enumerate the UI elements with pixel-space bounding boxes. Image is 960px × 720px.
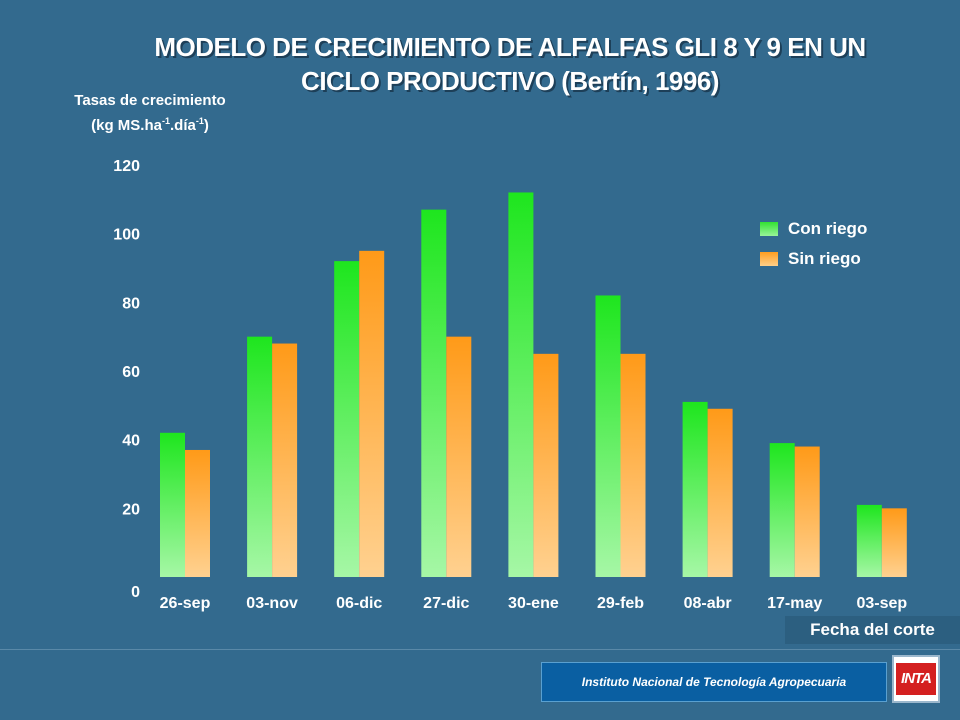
y-axis-label-line1: Tasas de crecimiento	[74, 92, 226, 109]
bars-group	[160, 192, 907, 578]
legend-swatch-con-riego	[760, 222, 778, 236]
legend-item-sin-riego: Sin riego	[760, 244, 867, 274]
bar-sin-riego-29-feb	[620, 353, 646, 577]
bar-con-riego-06-dic	[334, 261, 360, 577]
legend-swatch-sin-riego	[760, 252, 778, 266]
bar-sin-riego-06-dic	[359, 250, 385, 578]
bar-con-riego-03-sep	[856, 504, 882, 577]
bar-sin-riego-26-sep	[185, 449, 210, 577]
y-axis-label: Tasas de crecimiento (kg MS.ha-1.día-1)	[50, 90, 250, 136]
x-tick-label-26-sep: 26-sep	[160, 595, 211, 612]
bar-con-riego-26-sep	[160, 432, 185, 577]
y-tick-label-100: 100	[113, 227, 140, 244]
chart-title-line2: CICLO PRODUCTIVO (Bertín, 1996)	[301, 66, 719, 96]
x-tick-label-08-abr: 08-abr	[684, 595, 732, 612]
x-tick-label-30-ene: 30-ene	[508, 595, 559, 612]
bar-con-riego-08-abr	[682, 401, 708, 577]
bar-sin-riego-17-may	[794, 446, 820, 577]
legend-label-con-riego: Con riego	[788, 219, 868, 238]
bar-sin-riego-08-abr	[707, 408, 733, 577]
bar-sin-riego-03-sep	[881, 508, 907, 577]
y-tick-label-20: 20	[122, 501, 140, 518]
x-axis-ticks: 26-sep 03-nov 06-dic 27-dic 30-ene 29-feb 08-a…	[160, 595, 908, 612]
legend-label-sin-riego: Sin riego	[788, 249, 861, 268]
y-axis-unit-b: .día	[170, 117, 196, 134]
y-axis-label-line2: (kg MS.ha-1.día-1)	[50, 111, 250, 136]
bar-con-riego-27-dic	[421, 209, 447, 577]
bar-con-riego-30-ene	[508, 192, 534, 577]
y-tick-label-40: 40	[122, 433, 140, 450]
y-tick-label-120: 120	[113, 158, 140, 175]
y-axis-ticks: 0 20 40 60 80 100 120	[113, 158, 140, 601]
legend-item-con-riego: Con riego	[760, 214, 867, 244]
bar-con-riego-03-nov	[247, 336, 273, 577]
y-tick-label-80: 80	[122, 295, 140, 312]
y-tick-label-0: 0	[131, 584, 140, 601]
y-axis-unit-a: (kg MS.ha	[91, 117, 162, 134]
y-axis-unit-sup1: -1	[161, 116, 170, 126]
x-tick-label-29-feb: 29-feb	[597, 595, 644, 612]
y-tick-label-60: 60	[122, 364, 140, 381]
inta-logo-text: INTA	[896, 663, 936, 695]
x-tick-label-27-dic: 27-dic	[423, 595, 469, 612]
legend: Con riego Sin riego	[760, 214, 867, 274]
bar-sin-riego-03-nov	[272, 343, 298, 577]
y-axis-unit-c: )	[203, 117, 209, 134]
x-axis-label: Fecha del corte	[785, 616, 960, 644]
x-tick-label-06-dic: 06-dic	[336, 595, 382, 612]
inta-logo: INTA	[892, 655, 940, 703]
footer-divider	[0, 649, 960, 650]
bar-sin-riego-27-dic	[446, 336, 472, 577]
bar-con-riego-29-feb	[595, 295, 621, 577]
bar-con-riego-17-may	[769, 443, 795, 577]
institution-banner: Instituto Nacional de Tecnología Agropec…	[541, 662, 887, 702]
x-tick-label-03-sep: 03-sep	[856, 595, 907, 612]
x-tick-label-17-may: 17-may	[767, 595, 822, 612]
chart-title-line1: MODELO DE CRECIMIENTO DE ALFALFAS GLI 8 …	[154, 32, 866, 62]
x-tick-label-03-nov: 03-nov	[246, 595, 298, 612]
chart-title: MODELO DE CRECIMIENTO DE ALFALFAS GLI 8 …	[40, 30, 960, 98]
y-axis-unit-sup2: -1	[195, 116, 204, 126]
bar-sin-riego-30-ene	[533, 353, 559, 577]
